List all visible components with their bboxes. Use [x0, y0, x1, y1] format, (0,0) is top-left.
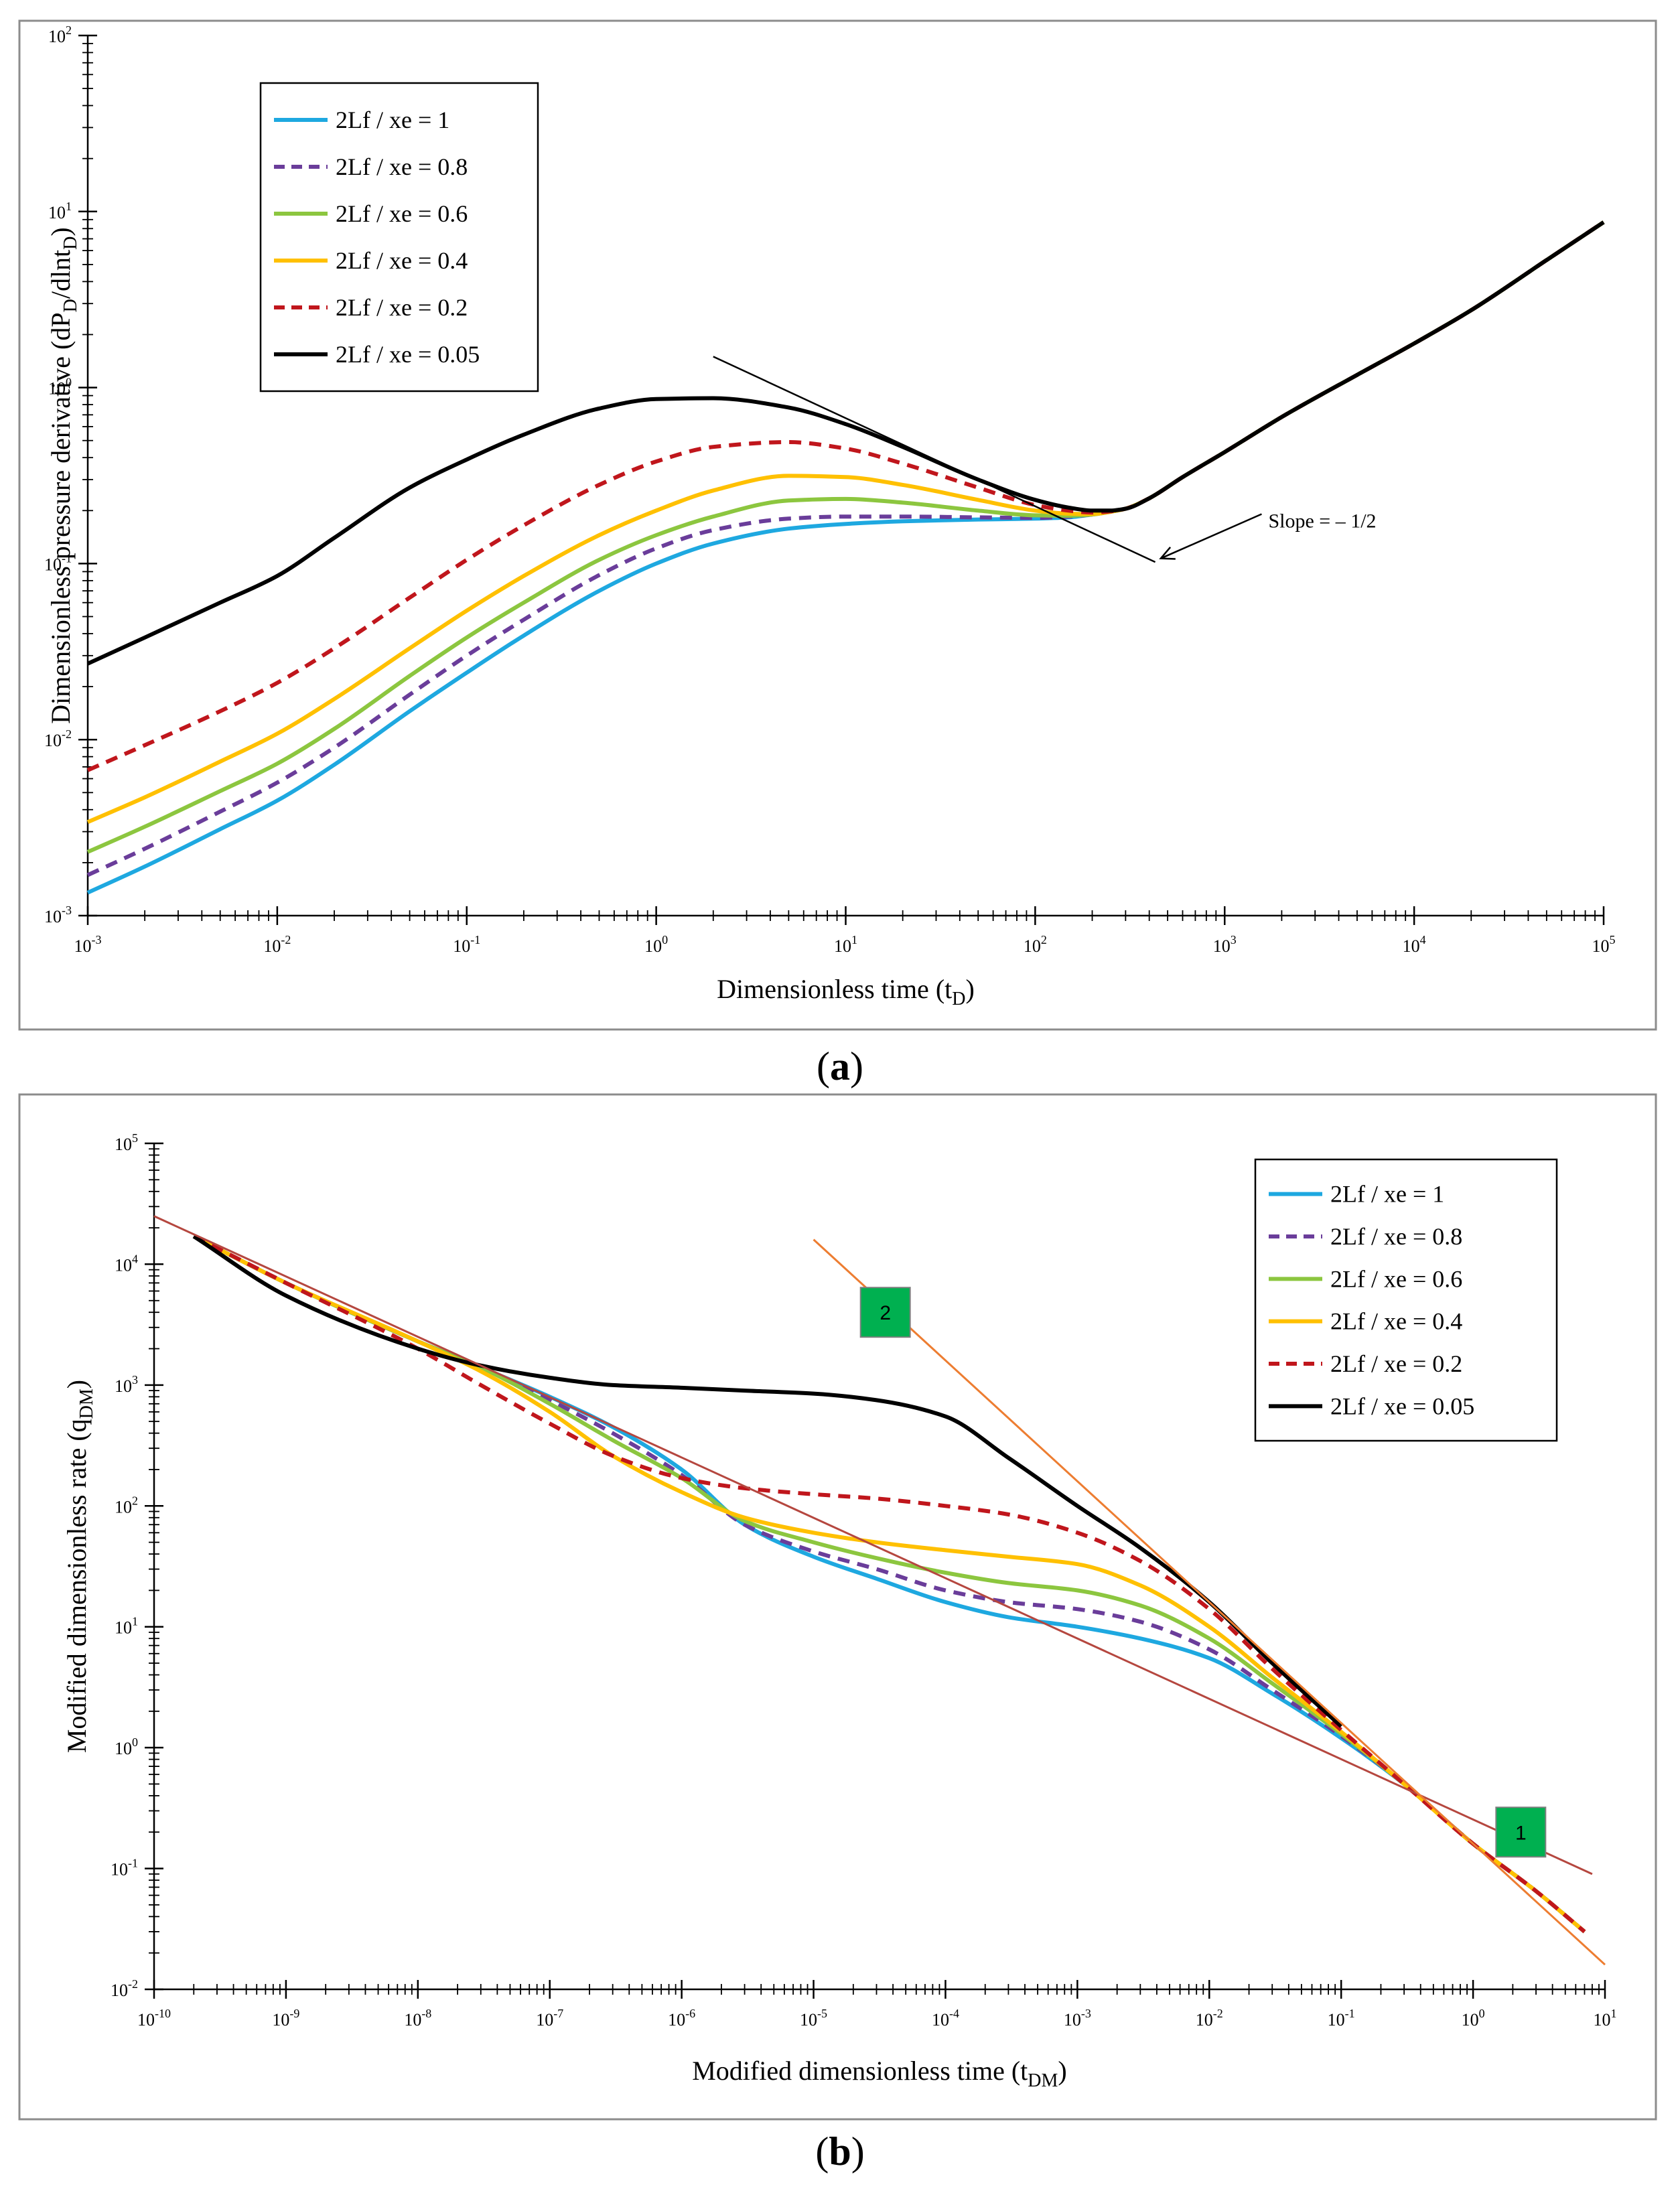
- y-tick-label: 10-1: [111, 1857, 138, 1879]
- x-tick-label: 10-5: [800, 2007, 827, 2030]
- chart-a-legend: 2Lf / xe = 1 2Lf / xe = 0.8 2Lf / xe = 0.6…: [259, 82, 539, 393]
- legend-label-6: 2Lf / xe = 0.05: [1330, 1393, 1474, 1419]
- x-tick-label: 10-2: [263, 933, 291, 956]
- x-tick-label: 10-2: [1196, 2007, 1223, 2030]
- legend-label-4: 2Lf / xe = 0.4: [1330, 1308, 1462, 1335]
- chart-b-axes: 10-10 10-9 10-8 10-7 10-6 10-5 10-4 10-3 10-2 10-…: [111, 1131, 1617, 2030]
- y-tick-label: 102: [115, 1494, 138, 1516]
- x-tick-label: 10-3: [1064, 2007, 1091, 2030]
- x-tick-label: 101: [834, 933, 857, 956]
- marker-label-2: 2: [880, 1302, 891, 1324]
- x-tick-label: 10-4: [932, 2007, 959, 2030]
- x-tick-label: 10-1: [1328, 2007, 1355, 2030]
- panel-label-a: (a): [817, 1044, 863, 1088]
- chart-b-annotations: 21: [153, 1215, 1606, 1966]
- legend-label-4: 2Lf / xe = 0.4: [336, 247, 468, 274]
- y-tick-label: 105: [115, 1131, 138, 1154]
- slope-reference-line: [713, 356, 1156, 563]
- annotation-arrow: [1160, 513, 1262, 559]
- x-tick-label: 103: [1213, 933, 1237, 956]
- series-line-6: [86, 220, 1605, 666]
- chart-a-frame: [18, 19, 1657, 1031]
- marker-box-1: [1495, 1806, 1547, 1858]
- chart-a-series-group: [86, 220, 1605, 895]
- legend-label-1: 2Lf / xe = 1: [336, 106, 449, 133]
- chart-a-annotations: Slope = – 1/2: [713, 356, 1377, 563]
- chart-b-y-axis-label: Modified dimensionless rate (qDM): [62, 1380, 97, 1753]
- chart-b-frame: [18, 1093, 1657, 2121]
- y-tick-label: 10-3: [44, 904, 72, 926]
- chart-b-series-group: [192, 1234, 1586, 1934]
- chart-a-y-axis-label: Dimensionless pressure derivative (dPD/d…: [46, 227, 81, 723]
- y-tick-label: 101: [115, 1615, 138, 1638]
- y-tick-label: 10-2: [111, 1977, 138, 2000]
- x-tick-label: 105: [1592, 933, 1616, 956]
- x-tick-label: 10-7: [536, 2007, 563, 2030]
- chart-panel-a: 10-3 10-2 10-1 100 101 102 103 104 105 10-3 10-2 10…: [18, 19, 1657, 1031]
- legend-label-1: 2Lf / xe = 1: [1330, 1181, 1444, 1208]
- fit-line-2: [813, 1238, 1606, 1966]
- y-tick-label: 103: [115, 1373, 138, 1396]
- legend-box: [259, 82, 539, 393]
- slope-annotation-text: Slope = – 1/2: [1268, 510, 1376, 532]
- panel-label-b: (b): [815, 2129, 864, 2174]
- x-tick-label: 10-9: [272, 2007, 299, 2030]
- x-tick-label: 104: [1403, 933, 1426, 956]
- y-tick-label: 100: [48, 376, 72, 399]
- x-tick-label: 102: [1024, 933, 1047, 956]
- chart-panel-b: 10-10 10-9 10-8 10-7 10-6 10-5 10-4 10-3 10-2 10-…: [18, 1093, 1657, 2121]
- legend-label-5: 2Lf / xe = 0.2: [336, 294, 468, 321]
- chart-b-x-axis-label: Modified dimensionless time (tDM): [692, 2056, 1067, 2091]
- y-tick-label: 104: [115, 1252, 138, 1275]
- x-tick-label: 10-1: [453, 933, 480, 956]
- fit-line-1: [153, 1215, 1593, 1875]
- annotation-arrowhead: [1159, 547, 1176, 560]
- legend-box: [1254, 1158, 1558, 1442]
- chart-a-x-axis-label: Dimensionless time (tD): [717, 974, 975, 1009]
- legend-label-5: 2Lf / xe = 0.2: [1330, 1350, 1462, 1377]
- legend-label-3: 2Lf / xe = 0.6: [336, 200, 468, 227]
- x-tick-label: 10-3: [74, 933, 102, 956]
- y-tick-label: 101: [48, 200, 72, 222]
- x-tick-label: 10-6: [668, 2007, 695, 2030]
- chart-b-legend: 2Lf / xe = 1 2Lf / xe = 0.8 2Lf / xe = 0.6…: [1254, 1158, 1558, 1442]
- series-line-6: [192, 1234, 1343, 1728]
- x-tick-label: 10-10: [137, 2007, 171, 2030]
- x-tick-label: 100: [1462, 2007, 1485, 2030]
- x-tick-label: 100: [644, 933, 668, 956]
- y-tick-label: 10-2: [44, 727, 72, 750]
- y-tick-label: 102: [48, 23, 72, 46]
- x-tick-label: 101: [1594, 2007, 1617, 2030]
- marker-label-1: 1: [1515, 1822, 1527, 1844]
- legend-label-2: 2Lf / xe = 0.8: [336, 153, 468, 180]
- series-line-5: [192, 1234, 1586, 1934]
- legend-label-3: 2Lf / xe = 0.6: [1330, 1265, 1462, 1292]
- x-tick-label: 10-8: [404, 2007, 431, 2030]
- legend-label-6: 2Lf / xe = 0.05: [336, 341, 480, 368]
- marker-box-2: [859, 1287, 911, 1338]
- y-tick-label: 10-1: [44, 551, 72, 574]
- y-tick-label: 100: [115, 1735, 138, 1758]
- legend-label-2: 2Lf / xe = 0.8: [1330, 1223, 1462, 1250]
